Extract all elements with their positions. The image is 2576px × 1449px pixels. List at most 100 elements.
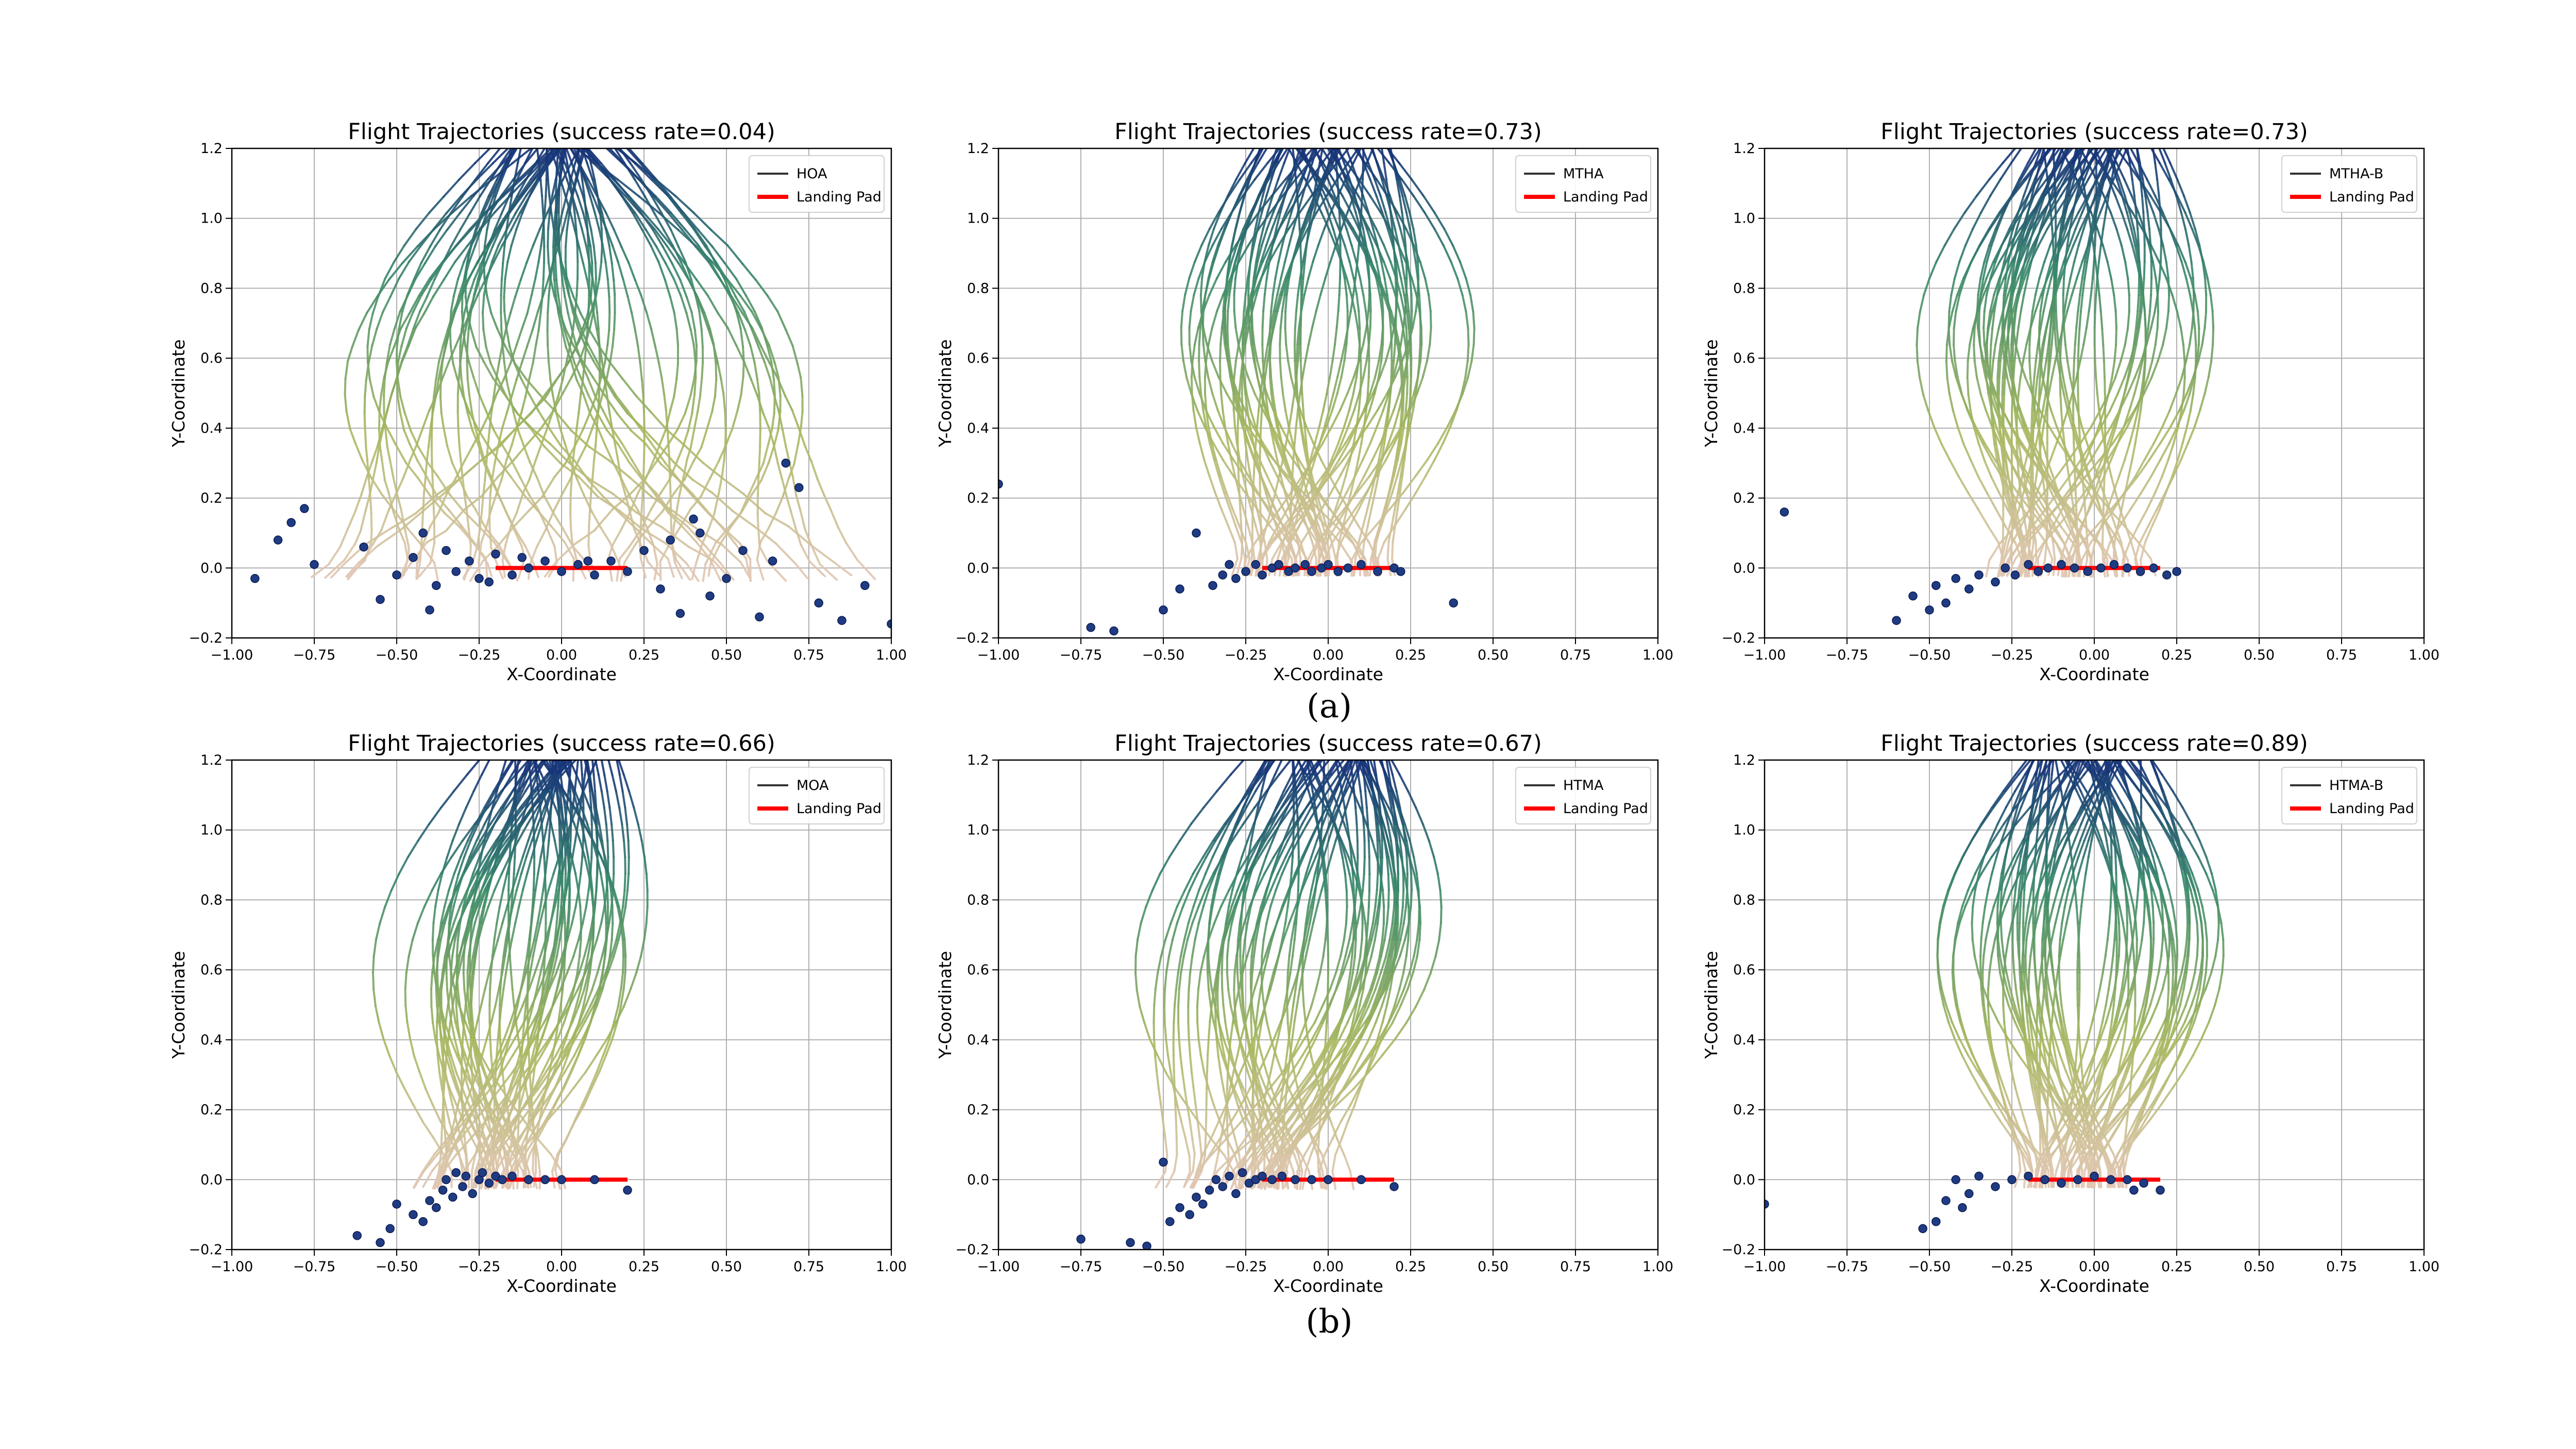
trajectory-line xyxy=(1374,360,1380,379)
trajectory-line xyxy=(1337,442,1349,461)
trajectory-line xyxy=(588,446,611,462)
trajectory-line xyxy=(1285,211,1293,230)
trajectory-line xyxy=(739,327,744,348)
trajectory-line xyxy=(1385,492,1394,511)
trajectory-line xyxy=(694,229,707,247)
trajectory-line xyxy=(517,413,534,431)
trajectory-line xyxy=(1380,261,1386,280)
trajectory-line xyxy=(2045,393,2053,412)
trajectory-line xyxy=(1400,442,1408,461)
y-axis-label: Y-Coordinate xyxy=(168,339,189,447)
trajectory-line xyxy=(571,196,576,214)
trajectory-line xyxy=(2156,178,2160,197)
trajectory-line xyxy=(634,211,648,231)
trajectory-line xyxy=(2050,244,2058,263)
trajectory-line xyxy=(2023,178,2031,197)
trajectory-line xyxy=(605,429,619,445)
endpoint-marker xyxy=(887,619,891,629)
trajectory-line xyxy=(1980,195,1992,214)
endpoint-marker xyxy=(250,574,260,583)
trajectory-line xyxy=(1227,525,1236,544)
trajectory-line xyxy=(683,212,700,231)
trajectory-line xyxy=(589,277,594,298)
trajectory-line xyxy=(1273,459,1290,478)
trajectory-line xyxy=(1396,343,1401,362)
trajectory-line xyxy=(2197,343,2204,363)
trajectory-line xyxy=(1227,294,1231,313)
trajectory-line xyxy=(1263,376,1267,395)
trajectory-line xyxy=(383,362,388,380)
trajectory-line xyxy=(1196,409,1206,428)
trajectory-line xyxy=(498,162,510,181)
trajectory-line xyxy=(1339,459,1350,478)
trajectory-line xyxy=(1200,228,1211,247)
trajectory-line xyxy=(608,541,620,564)
trajectory-line xyxy=(1317,178,1327,197)
trajectory-line xyxy=(1266,148,1281,164)
trajectory-line xyxy=(2023,475,2028,495)
trajectory-line xyxy=(1290,376,1297,395)
trajectory-line xyxy=(1398,178,1406,197)
trajectory-line xyxy=(643,411,646,431)
chart-panel-2: −1.00 −0.75 −0.50 −0.25 0.00 0.25 0.50 0.75 1.00… xyxy=(935,119,1673,684)
trajectory-line xyxy=(1181,294,1187,313)
trajectory-line xyxy=(1338,541,1352,560)
trajectory-line xyxy=(1246,409,1251,428)
trajectory-line xyxy=(2006,360,2012,379)
trajectory-line xyxy=(417,446,429,463)
endpoint-marker xyxy=(286,518,296,527)
trajectory-line xyxy=(1291,525,1302,544)
endpoint-marker xyxy=(418,528,428,538)
trajectory-line xyxy=(1318,542,1325,561)
trajectory-line xyxy=(1414,376,1419,395)
trajectory-line xyxy=(581,362,589,380)
trajectory-line xyxy=(1311,442,1321,461)
trajectory-line xyxy=(1336,542,1340,561)
trajectory-line xyxy=(693,360,698,379)
trajectory-line xyxy=(1354,211,1361,230)
trajectory-line xyxy=(575,278,579,297)
trajectory-line xyxy=(1253,442,1257,461)
trajectory-line xyxy=(1354,492,1367,511)
trajectory-line xyxy=(1208,475,1217,495)
trajectory-line xyxy=(574,294,578,313)
trajectory-line xyxy=(400,312,411,329)
trajectory-line xyxy=(1235,162,1246,181)
trajectory-line xyxy=(598,344,603,364)
trajectory-line xyxy=(2040,343,2045,362)
trajectory-line xyxy=(1231,261,1236,280)
trajectory-line xyxy=(696,395,701,413)
trajectory-line xyxy=(1424,459,1436,478)
trajectory-line xyxy=(1377,459,1383,478)
trajectory-line xyxy=(2103,492,2111,511)
trajectory-line xyxy=(2035,343,2039,362)
trajectory-line xyxy=(573,229,581,248)
trajectory-line xyxy=(1313,148,1323,164)
trajectory-line xyxy=(1350,475,1356,494)
trajectory-line xyxy=(1998,195,2012,214)
trajectory-line xyxy=(2074,211,2083,230)
trajectory-line xyxy=(1328,393,1335,412)
trajectory-line xyxy=(606,329,611,346)
trajectory-line xyxy=(1343,277,1348,296)
trajectory-line xyxy=(1363,525,1369,544)
trajectory-line xyxy=(437,478,461,495)
trajectory-line xyxy=(2033,526,2047,544)
trajectory-line xyxy=(1261,360,1266,379)
trajectory-line xyxy=(458,443,462,461)
trajectory-line xyxy=(1405,327,1409,346)
trajectory-line xyxy=(694,295,701,313)
trajectory-line xyxy=(576,212,583,230)
trajectory-line xyxy=(1359,211,1370,230)
trajectory-line xyxy=(804,445,813,463)
trajectory-line xyxy=(1218,475,1226,495)
trajectory-line xyxy=(573,529,596,546)
trajectory-line xyxy=(2099,426,2112,445)
trajectory-line xyxy=(1207,228,1215,247)
trajectory-line xyxy=(2018,443,2023,462)
trajectory-line xyxy=(473,148,492,164)
trajectory-line xyxy=(520,345,529,364)
trajectory-line xyxy=(587,245,590,264)
trajectory-line xyxy=(1239,195,1246,214)
trajectory-line xyxy=(1252,228,1259,247)
